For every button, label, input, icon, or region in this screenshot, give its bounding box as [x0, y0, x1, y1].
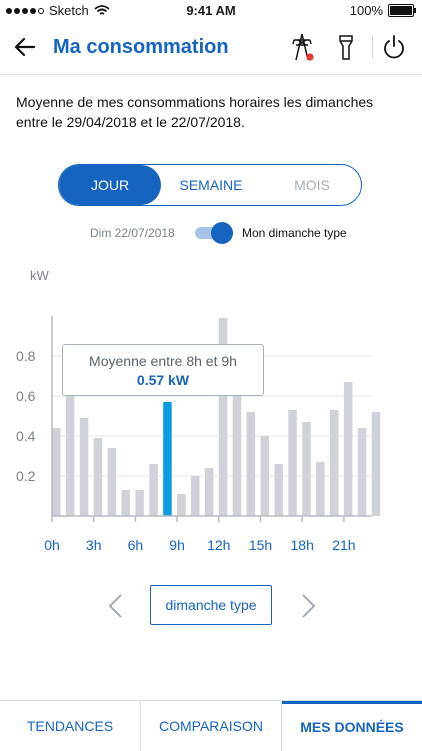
compare-toggle[interactable]	[193, 222, 233, 244]
previous-chevron-icon[interactable]	[104, 592, 128, 620]
app-header: Ma consommation	[0, 22, 422, 75]
bar	[149, 464, 158, 516]
tab-trends[interactable]: TENDANCES	[26, 718, 114, 734]
bar	[121, 490, 130, 516]
x-tick-label: 21h	[332, 537, 355, 553]
bar	[246, 412, 256, 516]
hourly-consumption-chart: kW 0.2 0.4 0.6 0.8 0h 3h 6h 9h 12h 15h 18h 21h	[16, 268, 381, 553]
compare-toggle-label: Mon dimanche type	[242, 226, 347, 240]
bar	[274, 464, 283, 516]
bar	[107, 448, 117, 516]
tab-divider	[281, 701, 282, 751]
bar	[288, 410, 297, 516]
bar	[135, 490, 144, 516]
next-chevron-icon[interactable]	[296, 592, 320, 620]
power-icon[interactable]	[380, 32, 408, 62]
bar	[177, 494, 186, 516]
x-tick-label: 12h	[207, 537, 230, 553]
flashlight-icon[interactable]	[332, 32, 360, 62]
battery-percent: 100%	[349, 3, 383, 18]
tooltip-value: 0.57 kW	[136, 372, 190, 388]
bar	[232, 396, 242, 516]
tab-my-data[interactable]: MES DONNÉES	[282, 701, 422, 751]
power-pylon-icon[interactable]	[288, 32, 316, 62]
bar-highlighted	[163, 402, 172, 516]
period-segmented-control: JOUR SEMAINE MOIS	[58, 164, 362, 206]
status-time: 9:41 AM	[186, 3, 236, 18]
x-tick-label: 18h	[291, 537, 314, 553]
tab-comparison[interactable]: COMPARAISON	[159, 718, 263, 734]
status-bar: Sketch 9:41 AM 100%	[0, 0, 422, 22]
bar	[260, 436, 269, 516]
y-tick-label: 0.2	[16, 468, 36, 484]
header-divider	[372, 36, 373, 58]
status-left: Sketch	[6, 3, 110, 18]
chart-tooltip: Moyenne entre 8h et 9h 0.57 kW	[62, 344, 264, 396]
tab-divider	[140, 701, 141, 751]
bar	[357, 428, 367, 516]
x-tick-label: 0h	[44, 537, 60, 553]
y-tick-label: 0.4	[16, 428, 36, 444]
y-tick-label: 0.8	[16, 348, 36, 364]
x-tick-label: 15h	[249, 537, 272, 553]
x-tick-label: 6h	[128, 537, 144, 553]
bar	[65, 396, 75, 516]
compare-date-label: Dim 22/07/2018	[90, 226, 175, 240]
bar	[302, 422, 311, 516]
bar	[191, 476, 200, 516]
bar	[316, 462, 325, 516]
bar	[371, 412, 381, 516]
tab-month[interactable]: MOIS	[294, 177, 330, 193]
signal-icon	[6, 7, 44, 14]
bar	[218, 318, 228, 516]
bar	[330, 410, 339, 516]
tab-week[interactable]: SEMAINE	[179, 177, 243, 193]
page-title: Ma consommation	[53, 36, 229, 58]
bottom-tab-bar: TENDANCES COMPARAISON MES DONNÉES	[0, 700, 422, 751]
tab-day[interactable]: JOUR	[59, 165, 161, 205]
back-arrow-icon[interactable]	[12, 34, 38, 60]
y-tick-label: 0.6	[16, 388, 36, 404]
bar	[204, 468, 214, 516]
carrier-name: Sketch	[49, 3, 89, 18]
description-text: Moyenne de mes consommations horaires le…	[16, 94, 374, 130]
bar	[343, 382, 353, 516]
bar	[93, 438, 103, 516]
x-tick-label: 9h	[169, 537, 185, 553]
status-right: 100%	[349, 3, 416, 18]
toggle-knob	[211, 222, 233, 244]
bar	[52, 428, 61, 516]
bar	[79, 418, 89, 516]
day-type-selector[interactable]: dimanche type	[150, 585, 272, 625]
tooltip-title: Moyenne entre 8h et 9h	[89, 353, 237, 369]
wifi-icon	[94, 4, 110, 15]
battery-icon	[388, 4, 416, 17]
x-tick-label: 3h	[86, 537, 102, 553]
y-axis-unit-label: kW	[30, 268, 50, 283]
